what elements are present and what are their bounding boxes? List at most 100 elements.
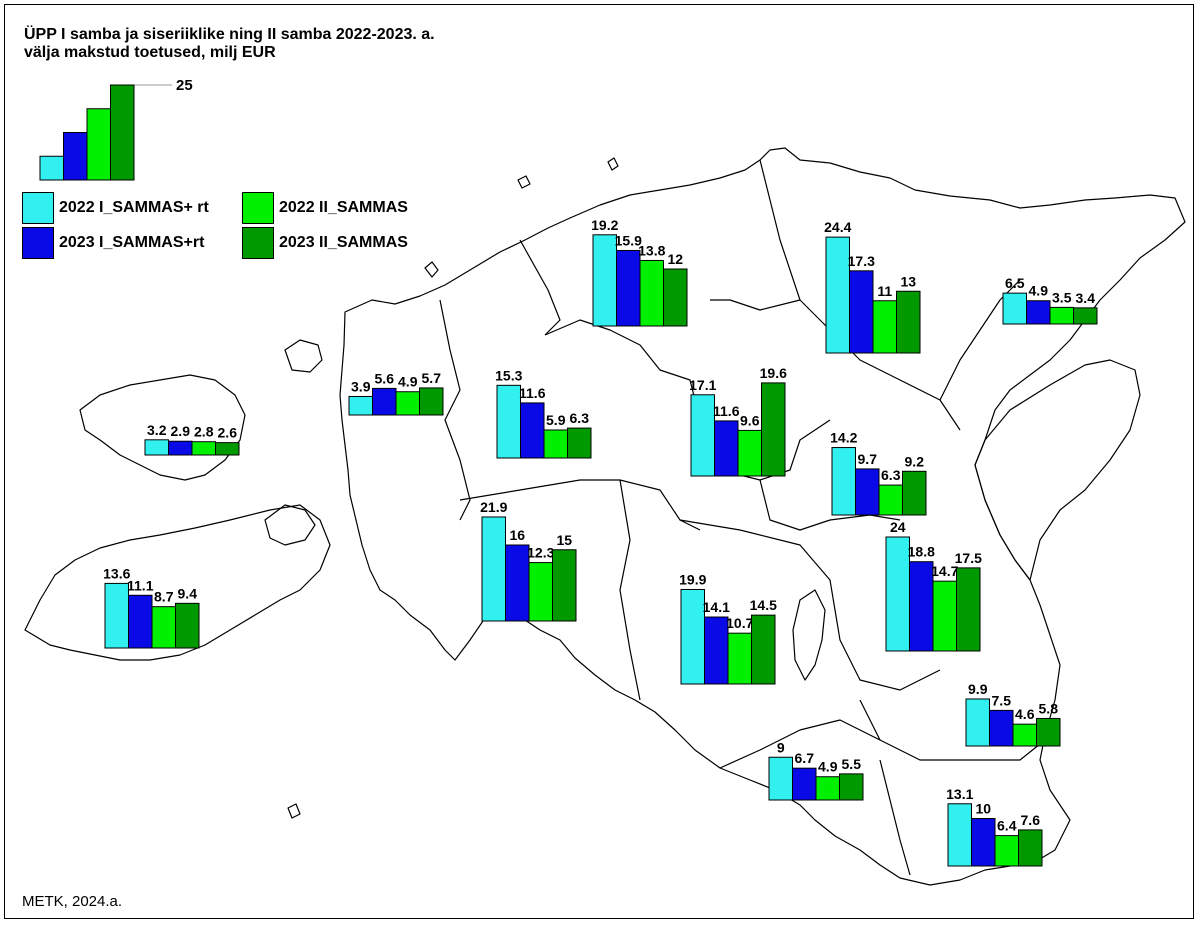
region-bar-group: 3.95.6 4.9 5.7 <box>348 370 444 416</box>
bar-value-label: 12.3 <box>527 545 554 561</box>
scale-sample-bar <box>110 84 135 181</box>
bar <box>680 588 705 685</box>
bar-value-label: 11 <box>877 283 892 299</box>
bar <box>947 803 972 867</box>
bar <box>849 270 874 354</box>
bar <box>714 420 739 477</box>
bar <box>175 602 200 649</box>
bar <box>872 300 897 354</box>
bar <box>168 440 193 456</box>
legend-label: 2023 I_SAMMAS+rt <box>59 234 205 251</box>
bar <box>885 536 910 652</box>
bar-value-label: 9 <box>777 739 785 755</box>
bar <box>737 429 762 477</box>
bar <box>1018 829 1043 867</box>
bar-value-label: 24.4 <box>824 219 851 235</box>
legend-label: 2023 II_SAMMAS <box>279 234 408 251</box>
bar <box>878 484 903 516</box>
title-line-2: välja makstud toetused, milj EUR <box>24 44 276 61</box>
bar-value-label: 2.6 <box>218 425 238 441</box>
bar-value-label: 15 <box>556 532 572 548</box>
bar-value-label: 13.1 <box>946 786 973 802</box>
bar-value-label: 17.1 <box>689 377 716 393</box>
bar <box>727 632 752 685</box>
county-line <box>519 239 561 336</box>
bar-value-label: 6.3 <box>881 467 901 483</box>
bar <box>690 394 715 477</box>
legend-swatch <box>22 192 54 224</box>
island-outline <box>284 339 323 373</box>
county-line <box>719 719 881 769</box>
bar-value-label: 5.9 <box>546 412 566 428</box>
bar <box>761 382 786 477</box>
county-line <box>619 479 641 701</box>
bar-value-label: 15.9 <box>615 232 642 248</box>
bar-value-label: 3.4 <box>1076 290 1096 306</box>
bar <box>616 249 641 327</box>
bar-value-label: 11.6 <box>713 403 740 419</box>
bar <box>1049 306 1074 325</box>
bar-value-label: 9.7 <box>858 451 878 467</box>
bar <box>215 442 240 456</box>
bar-value-label: 11.6 <box>519 385 546 401</box>
bar <box>592 234 617 327</box>
bar-value-label: 10 <box>975 801 991 817</box>
bar-value-label: 2.9 <box>171 423 191 439</box>
bar <box>768 756 793 801</box>
bar-value-label: 4.9 <box>1029 283 1049 299</box>
bar-value-label: 2.8 <box>194 424 214 440</box>
map-frame <box>4 4 1194 919</box>
bar <box>505 544 530 622</box>
bar <box>528 562 553 622</box>
bar-value-label: 3.2 <box>147 422 167 438</box>
bar-value-label: 6.7 <box>795 750 815 766</box>
bar-value-label: 6.5 <box>1005 275 1025 291</box>
bar-value-label: 4.6 <box>1015 706 1035 722</box>
region-bar-group: 13.611.18.7 9.4 <box>103 565 200 649</box>
bar <box>831 447 856 516</box>
bar-value-label: 14.2 <box>830 430 857 446</box>
bar-value-label: 8.7 <box>154 589 174 605</box>
bar <box>552 549 577 622</box>
bar <box>567 427 592 459</box>
bar <box>751 614 776 685</box>
bar <box>839 773 864 801</box>
bar <box>1026 300 1051 325</box>
bar-value-label: 10.7 <box>726 615 753 631</box>
county-line <box>799 299 961 431</box>
bar-value-label: 17.3 <box>848 253 875 269</box>
bar-value-label: 19.6 <box>760 365 787 381</box>
bar <box>1002 292 1027 325</box>
bar <box>825 236 850 354</box>
bar <box>815 776 840 801</box>
region-bar-group: 24.4 17.311 13 <box>824 219 921 354</box>
bar-value-label: 14.1 <box>703 599 730 615</box>
bar-value-label: 9.2 <box>905 453 925 469</box>
bar <box>965 698 990 747</box>
bar <box>704 616 729 685</box>
region-bar-group: 17.1 11.69.6 19.6 <box>689 365 787 477</box>
bar <box>496 384 521 459</box>
bar-value-label: 24 <box>890 519 906 535</box>
region-bar-group: 13.110 6.4 7.6 <box>946 786 1043 867</box>
source-credit: METK, 2024.a. <box>22 893 123 910</box>
bar-value-label: 5.6 <box>375 370 395 386</box>
region-bar-group: 9.97.54.6 5.8 <box>965 681 1061 747</box>
legend-label: 2022 II_SAMMAS <box>279 199 408 216</box>
bar-value-label: 19.2 <box>591 217 618 233</box>
bar-value-label: 19.9 <box>679 571 706 587</box>
scale-sample-bar <box>86 108 111 181</box>
county-line <box>879 759 911 876</box>
island-outline <box>264 504 316 546</box>
legend-item-2023-ii-sammas: 2023 II_SAMMAS <box>242 226 408 260</box>
bar-value-label: 14.5 <box>750 597 777 613</box>
bar <box>419 387 444 416</box>
bar-value-label: 11.1 <box>127 577 154 593</box>
bar <box>909 561 934 652</box>
bar <box>1073 307 1098 325</box>
bar <box>902 470 927 516</box>
bar-value-label: 16 <box>509 527 525 543</box>
bar-value-label: 21.9 <box>480 499 507 515</box>
